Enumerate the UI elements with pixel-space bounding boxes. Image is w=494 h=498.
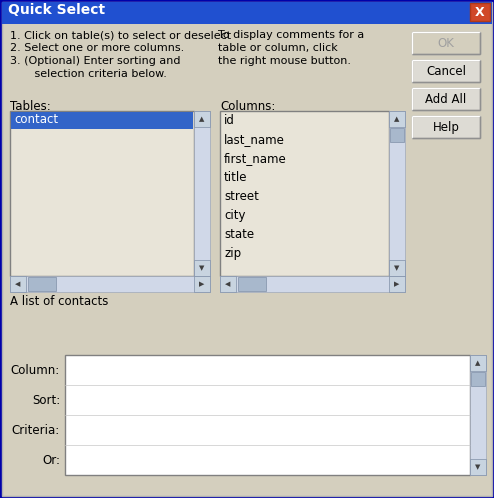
- Text: ▶: ▶: [394, 281, 400, 287]
- Bar: [389, 260, 405, 276]
- Text: X: X: [475, 5, 485, 18]
- Bar: [194, 111, 210, 127]
- Text: Help: Help: [433, 121, 459, 133]
- Bar: [220, 276, 236, 292]
- Text: ◀: ◀: [15, 281, 21, 287]
- Bar: [220, 276, 405, 292]
- Text: 2. Select one or more columns.: 2. Select one or more columns.: [10, 43, 184, 53]
- Text: ▶: ▶: [199, 281, 205, 287]
- Text: ▲: ▲: [394, 116, 400, 122]
- Text: first_name: first_name: [224, 152, 287, 165]
- Text: contact: contact: [14, 113, 58, 126]
- Text: 3. (Optional) Enter sorting and: 3. (Optional) Enter sorting and: [10, 56, 180, 66]
- Bar: [470, 355, 486, 371]
- Text: Quick Select: Quick Select: [8, 3, 105, 17]
- Bar: [471, 372, 485, 386]
- Bar: [220, 111, 389, 276]
- Text: Comments:: Comments:: [10, 282, 78, 295]
- Text: OK: OK: [438, 36, 454, 49]
- Text: Sort:: Sort:: [32, 393, 60, 406]
- Bar: [28, 277, 56, 291]
- Bar: [389, 111, 405, 276]
- Text: ▼: ▼: [199, 265, 205, 271]
- Bar: [65, 355, 470, 475]
- Text: ◀: ◀: [225, 281, 231, 287]
- Text: Columns:: Columns:: [220, 100, 275, 113]
- Text: title: title: [224, 171, 247, 184]
- Bar: [412, 116, 480, 138]
- Bar: [2, 2, 492, 24]
- Bar: [412, 88, 480, 110]
- Text: city: city: [224, 209, 246, 222]
- Text: zip: zip: [224, 247, 241, 260]
- Text: last_name: last_name: [224, 133, 285, 146]
- Bar: [412, 60, 480, 82]
- Text: To display comments for a: To display comments for a: [218, 30, 364, 40]
- Text: ▲: ▲: [475, 360, 481, 366]
- Text: id: id: [224, 114, 235, 127]
- Bar: [194, 276, 210, 292]
- Bar: [412, 32, 480, 54]
- Text: table or column, click: table or column, click: [218, 43, 338, 53]
- Text: selection criteria below.: selection criteria below.: [10, 69, 167, 79]
- Text: the right mouse button.: the right mouse button.: [218, 56, 351, 66]
- Bar: [11, 112, 193, 129]
- Text: A list of contacts: A list of contacts: [10, 295, 108, 308]
- Bar: [238, 277, 266, 291]
- Bar: [389, 111, 405, 127]
- Text: Add All: Add All: [425, 93, 467, 106]
- Text: 1. Click on table(s) to select or deselect: 1. Click on table(s) to select or desele…: [10, 30, 231, 40]
- Bar: [194, 111, 210, 276]
- Bar: [390, 128, 404, 142]
- Bar: [389, 276, 405, 292]
- Bar: [470, 355, 486, 475]
- Bar: [10, 276, 26, 292]
- Text: Criteria:: Criteria:: [12, 423, 60, 437]
- Text: ▼: ▼: [475, 464, 481, 470]
- Bar: [470, 459, 486, 475]
- Text: Or:: Or:: [42, 454, 60, 467]
- Text: Column:: Column:: [11, 364, 60, 376]
- Bar: [10, 276, 210, 292]
- Text: street: street: [224, 190, 259, 203]
- Bar: [470, 3, 490, 21]
- Text: state: state: [224, 228, 254, 241]
- Text: ▼: ▼: [394, 265, 400, 271]
- Text: Tables:: Tables:: [10, 100, 51, 113]
- Text: ▲: ▲: [199, 116, 205, 122]
- Text: Cancel: Cancel: [426, 65, 466, 78]
- Bar: [10, 111, 194, 276]
- Bar: [194, 260, 210, 276]
